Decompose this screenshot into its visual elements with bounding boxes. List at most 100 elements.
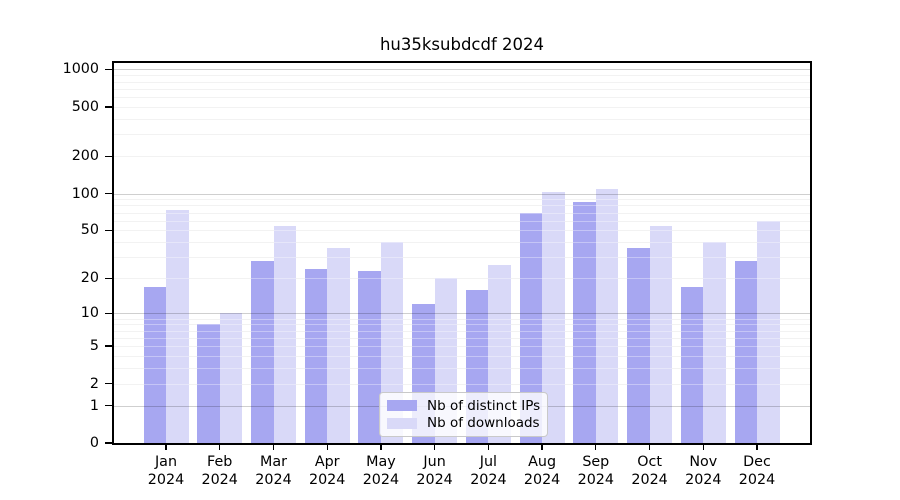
gridline-minor — [114, 383, 810, 385]
legend-item-distinct-ips: Nb of distinct IPs — [387, 397, 541, 414]
gridline-minor — [114, 199, 810, 201]
y-tick-mark — [105, 192, 112, 195]
gridline-minor-overlay — [114, 278, 810, 280]
gridline-minor-overlay — [114, 346, 810, 348]
y-tick-mark — [105, 277, 112, 280]
y-tick-label: 1 — [89, 397, 99, 414]
x-tick-label-mar: Mar 2024 — [255, 454, 292, 488]
gridline-minor — [114, 324, 810, 326]
gridline-minor — [114, 356, 810, 357]
x-tick-mark — [433, 443, 436, 450]
overlay-grid-layer — [114, 63, 810, 443]
bar-dec-downloads — [757, 220, 780, 443]
bar-aug-downloads — [542, 192, 565, 443]
legend-item-downloads: Nb of downloads — [387, 415, 540, 431]
y-tick-mark — [105, 155, 112, 157]
legend-swatch-distinct-ips — [387, 400, 417, 412]
bar-sep-downloads — [595, 189, 619, 443]
gridline-minor-overlay — [114, 97, 810, 98]
gridline-minor-overlay — [114, 356, 810, 357]
y-tick-mark — [105, 382, 112, 385]
y-tick-label: 20 — [80, 270, 99, 287]
x-tick-mark — [380, 443, 382, 450]
y-tick-mark — [105, 68, 112, 71]
gridline-minor-overlay — [114, 220, 810, 222]
gridline-minor-overlay — [114, 242, 810, 244]
y-tick-mark — [105, 312, 112, 314]
axis-ticks-layer: 0 1 2 5 10 20 50 100 200 500 1000 Jan 2024 Feb 2024 Mar… — [63, 61, 810, 488]
gridline-minor-overlay — [114, 230, 810, 232]
gridline-minor-overlay — [114, 212, 810, 214]
gridline-minor — [114, 134, 810, 136]
x-tick-label-dec: Dec 2024 — [738, 454, 776, 488]
plot-area: 0 1 2 5 10 20 50 100 200 500 1000 Jan 2024 Feb 2024 Mar… — [63, 61, 812, 488]
gridline-major — [114, 69, 810, 71]
y-tick-label: 50 — [80, 222, 99, 239]
gridline-minor — [114, 81, 810, 83]
gridline-minor-overlay — [114, 324, 810, 326]
gridline-minor-overlay — [114, 118, 810, 120]
gridline-minor — [114, 97, 810, 98]
legend: Nb of distinct IPs Nb of downloads — [379, 392, 548, 437]
x-tick-label-aug: Aug 2024 — [523, 454, 561, 488]
gridline-minor-overlay — [114, 156, 810, 158]
gridline-minor-overlay — [114, 134, 810, 136]
legend-label-distinct-ips: Nb of distinct IPs — [427, 397, 541, 414]
bar-may-ips — [358, 271, 381, 443]
bar-nov-ips — [680, 286, 704, 443]
x-tick-mark — [595, 443, 597, 450]
x-tick-mark — [219, 443, 221, 450]
gridline-minor — [114, 242, 810, 244]
y-tick-mark — [105, 404, 112, 407]
gridline-minor — [114, 118, 810, 120]
gridline-minor — [114, 368, 810, 369]
bar-oct-ips — [627, 247, 650, 443]
gridline-minor — [114, 318, 810, 320]
y-tick-label: 200 — [71, 148, 99, 165]
x-tick-label-jan: Jan 2024 — [147, 454, 185, 488]
legend-swatch-downloads — [387, 417, 417, 429]
gridline-minor-overlay — [114, 257, 810, 259]
gridline-minor — [114, 106, 810, 108]
gridline-minor-overlay — [114, 199, 810, 201]
gridline-major — [114, 313, 810, 315]
y-tick-label: 100 — [71, 185, 99, 202]
y-tick-mark — [105, 106, 112, 108]
bar-apr-downloads — [327, 247, 350, 443]
y-tick-mark — [105, 442, 112, 444]
gridline-minor-overlay — [114, 383, 810, 385]
gridline-minor — [114, 278, 810, 280]
gridline-minor — [114, 75, 810, 77]
bar-aug-ips — [519, 212, 543, 443]
gridline-minor-overlay — [114, 330, 810, 332]
bar-nov-downloads — [703, 242, 726, 443]
gridline-minor — [114, 205, 810, 207]
gridline-minor-overlay — [114, 75, 810, 77]
gridline-minor — [114, 220, 810, 222]
y-tick-label: 0 — [89, 435, 99, 451]
y-tick-mark — [105, 345, 112, 347]
x-tick-label-feb: Feb 2024 — [201, 454, 238, 488]
bar-feb-ips — [197, 324, 220, 443]
x-tick-label-nov: Nov 2024 — [685, 454, 722, 488]
chart-title: hu35ksubdcdf 2024 — [379, 35, 545, 54]
gridline-minor-overlay — [114, 106, 810, 108]
minor-grid-layer — [114, 63, 810, 443]
gridline-minor-overlay — [114, 368, 810, 369]
gridline-minor — [114, 212, 810, 214]
bar-sep-ips — [573, 201, 596, 443]
x-tick-mark — [272, 443, 275, 450]
gridline-minor-overlay — [114, 337, 810, 339]
y-tick-label: 2 — [89, 375, 99, 392]
bar-apr-ips — [304, 269, 328, 443]
x-tick-mark — [165, 443, 167, 450]
gridline-minor-overlay — [114, 205, 810, 207]
x-tick-mark — [648, 443, 651, 450]
gridline-minor — [114, 346, 810, 348]
gridline-minor — [114, 257, 810, 259]
x-tick-label-sep: Sep 2024 — [577, 454, 614, 488]
x-tick-label-apr: Apr 2024 — [308, 454, 346, 488]
bar-jan-downloads — [166, 209, 189, 443]
gridline-minor-overlay — [114, 318, 810, 320]
